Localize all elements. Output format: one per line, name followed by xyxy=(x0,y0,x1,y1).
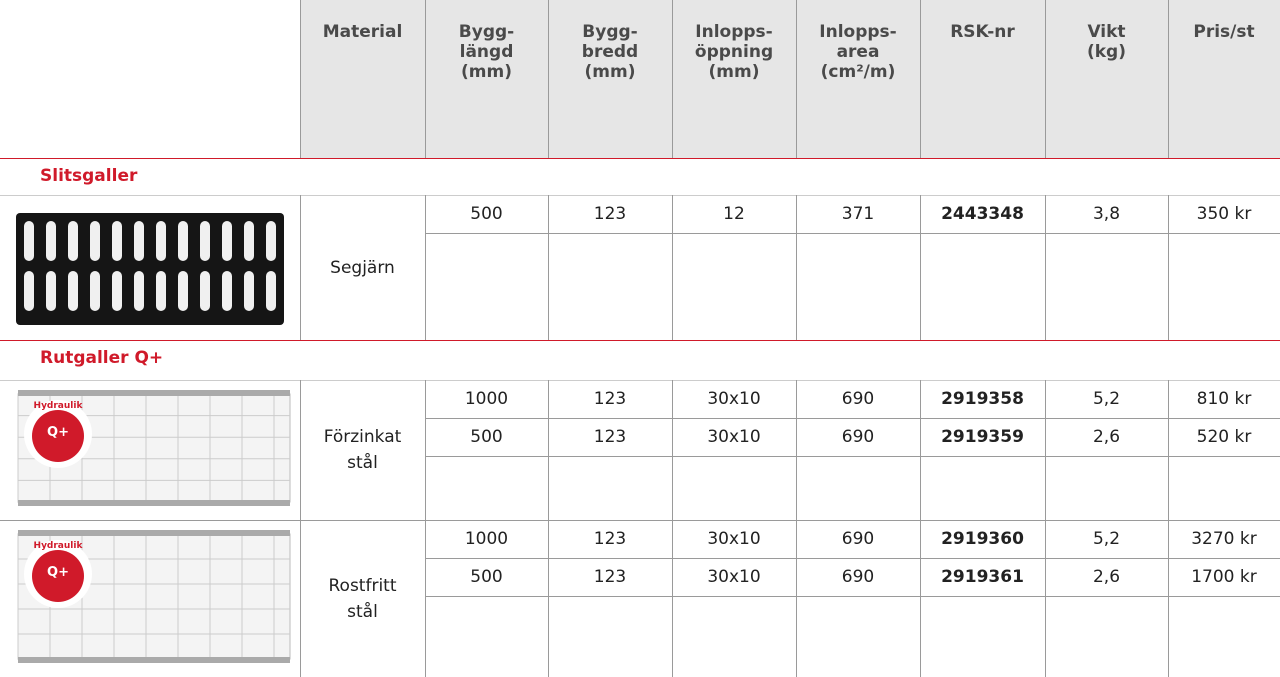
product-image: Hydraulik Q+ xyxy=(10,526,300,671)
section-title: Slitsgaller xyxy=(40,166,137,186)
header-divider xyxy=(920,0,921,158)
column-divider xyxy=(300,380,301,520)
cell: 1000 xyxy=(425,520,548,558)
cell: 123 xyxy=(548,195,672,233)
cell: 520 kr xyxy=(1168,418,1280,456)
cell: 500 xyxy=(425,195,548,233)
cell: 2443348 xyxy=(920,195,1045,233)
header-divider xyxy=(300,0,301,158)
column-divider xyxy=(300,520,301,677)
header-cell: Pris/st xyxy=(1168,0,1280,158)
cell: 123 xyxy=(548,520,672,558)
cell: 690 xyxy=(796,418,920,456)
cell: 350 kr xyxy=(1168,195,1280,233)
cell: 690 xyxy=(796,558,920,596)
header-cell: Inlopps- area (cm²/m) xyxy=(796,0,920,158)
cell: 123 xyxy=(548,558,672,596)
cell: 690 xyxy=(796,380,920,418)
badge-text: Hydraulik xyxy=(34,401,84,411)
cell: 2919359 xyxy=(920,418,1045,456)
row-line xyxy=(425,233,1280,234)
header-divider xyxy=(796,0,797,158)
header-divider xyxy=(1168,0,1169,158)
cell: 810 kr xyxy=(1168,380,1280,418)
header-cell: Bygg- bredd (mm) xyxy=(548,0,672,158)
material: Förzinkat stål xyxy=(300,380,425,520)
section-title: Rutgaller Q+ xyxy=(40,348,163,368)
cell: 1700 kr xyxy=(1168,558,1280,596)
cell: 30x10 xyxy=(672,558,796,596)
cell: 690 xyxy=(796,520,920,558)
header-divider xyxy=(548,0,549,158)
product-table: MaterialBygg- längd (mm)Bygg- bredd (mm)… xyxy=(0,0,1280,677)
row-line xyxy=(425,456,1280,457)
header-cell: Material xyxy=(300,0,425,158)
cell: 2919358 xyxy=(920,380,1045,418)
material: Rostfritt stål xyxy=(300,520,425,677)
badge-text: Hydraulik xyxy=(34,541,84,551)
cell: 5,2 xyxy=(1045,380,1168,418)
header-cell: Inlopps- öppning (mm) xyxy=(672,0,796,158)
cell: 3,8 xyxy=(1045,195,1168,233)
column-divider xyxy=(300,195,301,340)
cell: 371 xyxy=(796,195,920,233)
cell: 2,6 xyxy=(1045,418,1168,456)
cell: 2919360 xyxy=(920,520,1045,558)
header-cell: Bygg- längd (mm) xyxy=(425,0,548,158)
cell: 30x10 xyxy=(672,418,796,456)
header-divider xyxy=(1045,0,1046,158)
section-line xyxy=(0,158,1280,159)
cell: 2919361 xyxy=(920,558,1045,596)
product-image: Hydraulik Q+ xyxy=(10,386,300,514)
cell: 5,2 xyxy=(1045,520,1168,558)
header-divider xyxy=(672,0,673,158)
cell: 1000 xyxy=(425,380,548,418)
cell: 30x10 xyxy=(672,520,796,558)
section-line xyxy=(0,340,1280,341)
badge-symbol: Q+ xyxy=(47,425,69,440)
header-divider xyxy=(425,0,426,158)
cell: 123 xyxy=(548,380,672,418)
header-cell: RSK-nr xyxy=(920,0,1045,158)
row-line xyxy=(425,596,1280,597)
cell: 500 xyxy=(425,558,548,596)
cell: 12 xyxy=(672,195,796,233)
cell: 500 xyxy=(425,418,548,456)
cell: 3270 kr xyxy=(1168,520,1280,558)
cell: 123 xyxy=(548,418,672,456)
badge-symbol: Q+ xyxy=(47,565,69,580)
material: Segjärn xyxy=(300,195,425,340)
header-cell: Vikt (kg) xyxy=(1045,0,1168,158)
cell: 2,6 xyxy=(1045,558,1168,596)
cell: 30x10 xyxy=(672,380,796,418)
product-image xyxy=(10,201,300,334)
